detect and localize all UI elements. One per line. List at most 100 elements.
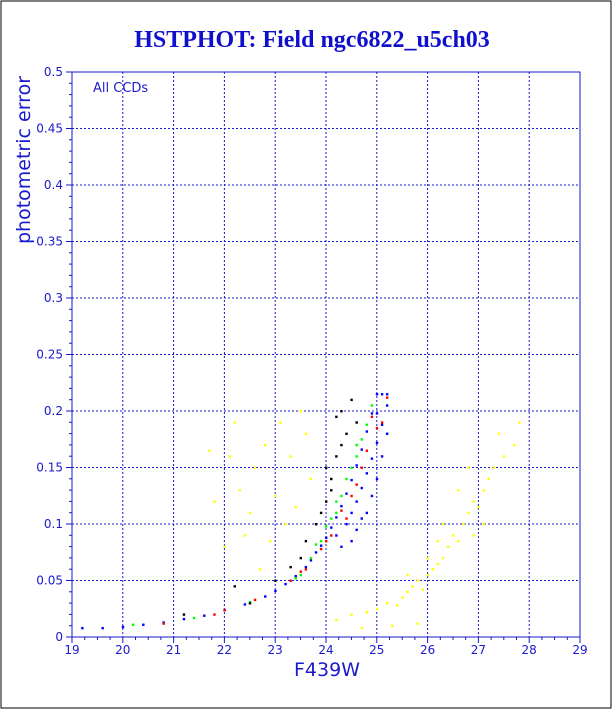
data-point — [269, 539, 272, 543]
scatter-series-3 — [182, 398, 358, 616]
data-point — [375, 426, 379, 430]
data-point — [203, 614, 206, 617]
data-point — [294, 574, 297, 578]
x-tick-label: 19 — [64, 643, 79, 657]
data-point — [457, 489, 460, 492]
data-point — [309, 559, 313, 562]
data-point — [294, 506, 297, 509]
data-point — [385, 404, 389, 407]
data-point — [426, 573, 429, 577]
data-point — [452, 534, 455, 537]
data-point — [258, 568, 262, 571]
chart-title: HSTPHOT: Field ngc6822_u5ch03 — [134, 27, 490, 53]
data-point — [233, 421, 236, 424]
data-point — [436, 562, 440, 565]
data-point — [345, 517, 348, 520]
data-point — [502, 455, 506, 458]
data-point — [279, 421, 282, 424]
data-point — [253, 598, 257, 602]
data-point — [340, 504, 343, 508]
plot-area — [71, 71, 581, 638]
data-point — [248, 511, 252, 515]
data-point — [365, 423, 369, 426]
data-point — [355, 483, 358, 486]
data-point — [314, 551, 318, 554]
data-point — [436, 539, 440, 543]
data-point — [213, 500, 216, 503]
data-point — [243, 534, 247, 537]
data-point — [365, 472, 369, 475]
data-point — [365, 449, 369, 452]
data-point — [365, 511, 369, 515]
y-tick-label: 0.35 — [36, 235, 63, 249]
scatter-points — [81, 393, 521, 630]
data-point — [325, 525, 328, 528]
data-point — [467, 466, 470, 469]
data-point — [350, 398, 353, 402]
data-point — [406, 573, 409, 577]
data-point — [289, 579, 292, 582]
data-point — [319, 511, 323, 515]
data-point — [264, 443, 267, 447]
data-point — [457, 539, 460, 543]
data-point — [411, 585, 414, 588]
data-point — [162, 622, 165, 625]
data-point — [355, 464, 358, 467]
data-point — [228, 455, 231, 458]
data-point — [360, 626, 363, 630]
data-point — [441, 556, 445, 560]
data-point — [350, 613, 353, 616]
data-point — [518, 421, 521, 424]
data-point — [314, 523, 318, 526]
data-point — [370, 457, 374, 460]
data-point — [370, 412, 374, 415]
data-point — [284, 523, 287, 526]
data-point — [416, 622, 419, 625]
data-point — [121, 625, 125, 629]
y-tick-label: 0.3 — [44, 291, 63, 305]
data-point — [360, 486, 363, 490]
x-axis-label: F439W — [294, 659, 360, 681]
data-point — [360, 438, 363, 441]
y-tick-label: 0.15 — [36, 461, 63, 475]
data-point — [340, 545, 343, 548]
data-point — [319, 544, 323, 547]
data-point — [467, 511, 470, 515]
data-point — [340, 509, 343, 512]
y-axis-label: photometric error — [13, 76, 35, 244]
data-point — [350, 466, 353, 469]
data-point — [472, 500, 475, 503]
data-point — [335, 534, 338, 537]
data-point — [330, 517, 333, 520]
x-tick-label: 26 — [420, 643, 435, 657]
data-point — [243, 603, 247, 606]
data-point — [391, 624, 394, 628]
data-point — [182, 613, 186, 616]
data-point — [385, 432, 389, 435]
data-point — [284, 582, 287, 586]
data-point — [182, 617, 186, 621]
y-tick-label: 0.5 — [44, 65, 63, 79]
data-point — [375, 477, 379, 481]
x-tick-label: 21 — [166, 643, 181, 657]
scatter-series-2 — [131, 404, 374, 626]
x-tick-label: 23 — [268, 643, 283, 657]
data-point — [319, 547, 323, 551]
data-point — [304, 565, 308, 569]
x-tick-label: 29 — [572, 643, 587, 657]
data-point — [340, 494, 343, 498]
data-point — [223, 545, 226, 548]
data-point — [319, 539, 323, 543]
y-tick-label: 0.2 — [44, 404, 63, 418]
x-tick-label: 24 — [318, 643, 333, 657]
data-point — [345, 477, 348, 481]
y-tick-label: 0.05 — [36, 574, 63, 588]
data-point — [213, 613, 216, 616]
data-point — [416, 579, 419, 582]
data-point — [335, 516, 338, 519]
data-point — [325, 536, 328, 539]
data-point — [385, 393, 389, 396]
data-point — [355, 455, 358, 458]
data-point — [355, 443, 358, 447]
data-point — [248, 602, 252, 605]
